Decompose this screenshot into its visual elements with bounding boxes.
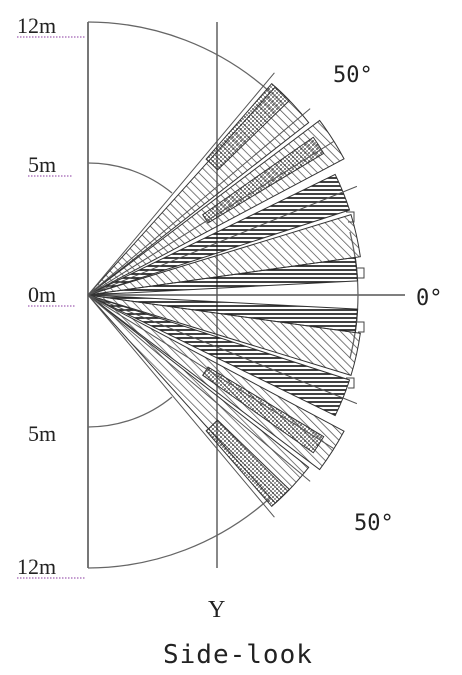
fan-sector-lower-6 [87, 294, 361, 377]
labels: 12m 5m 0m 5m 12m 50° 0° 50° Y Side-look [17, 13, 443, 670]
fan-sector-lower-7 [87, 294, 359, 334]
beam-end-mark-3 [356, 321, 365, 333]
beam-end-mark-2 [356, 267, 365, 279]
fan-sector-upper-6 [87, 213, 361, 296]
label-angle-top: 50° [333, 63, 373, 88]
beam-end-mark-1 [346, 211, 355, 223]
arc-12m [87, 21, 271, 93]
arc-12m-bottom [87, 497, 271, 569]
detection-fan [87, 72, 365, 518]
label-top-5m: 5m [28, 152, 56, 177]
label-zero: 0m [28, 282, 56, 307]
fan-sector-upper-7 [87, 256, 359, 296]
fan-sector-lower-2 [205, 419, 291, 508]
guide-ray-upper-2 [87, 108, 311, 296]
arc-5m-bottom [87, 396, 173, 428]
label-angle-bottom: 50° [354, 511, 394, 536]
label-angle-mid: 0° [416, 286, 443, 311]
fan-sector-lower-4 [201, 366, 325, 454]
label-bottom-12m: 12m [17, 554, 56, 579]
label-axis-y: Y [208, 597, 225, 623]
guide-ray-upper-4 [87, 185, 358, 296]
beam-end-mark-4 [346, 377, 355, 389]
arc-5m [87, 162, 173, 194]
label-bottom-5m: 5m [28, 421, 56, 446]
guide-ray-upper-1 [87, 72, 275, 296]
label-top-12m: 12m [17, 13, 56, 38]
guide-ray-upper-3 [87, 140, 335, 296]
guide-ray-lower-1 [87, 294, 275, 518]
guide-ray-lower-4 [87, 294, 358, 405]
fan-sector-upper-4 [201, 136, 325, 224]
guide-ray-lower-2 [87, 294, 311, 482]
fan-sector-upper-2 [205, 82, 291, 171]
caption: Side-look [163, 640, 313, 670]
guide-ray-lower-3 [87, 294, 335, 450]
